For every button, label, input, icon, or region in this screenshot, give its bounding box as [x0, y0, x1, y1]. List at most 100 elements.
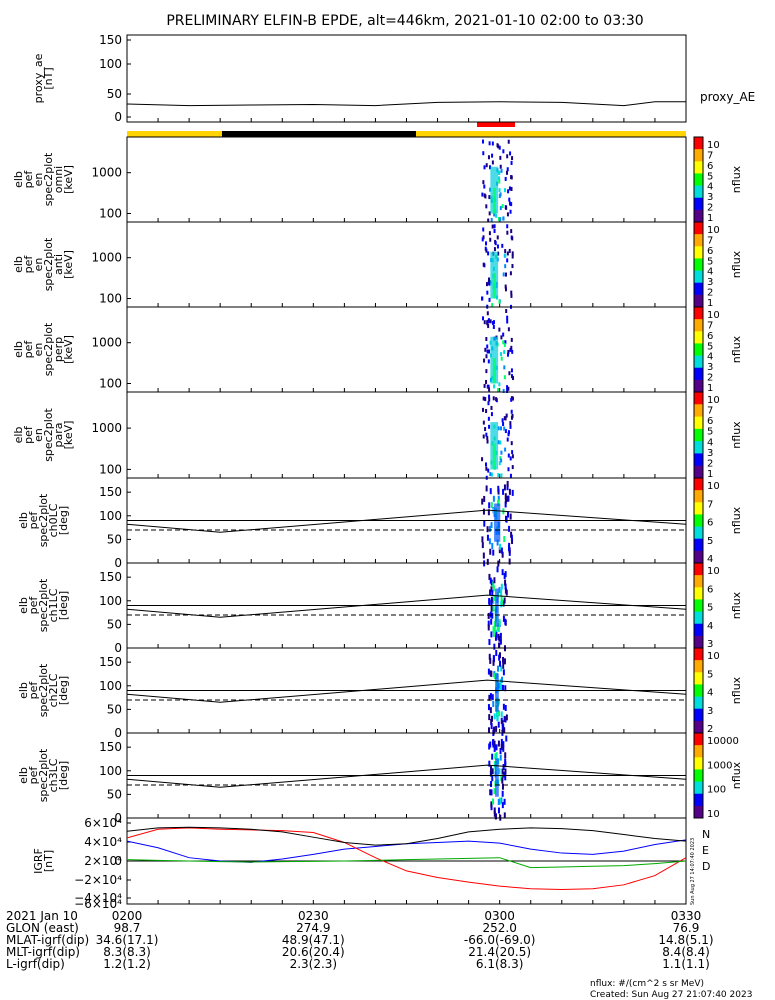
- spectrogram-cell: [482, 552, 485, 559]
- spectrogram-cell: [511, 236, 514, 241]
- colorbar-segment: [694, 234, 703, 247]
- colorbar-segment: [694, 222, 703, 235]
- spectrogram-cell: [498, 299, 501, 304]
- spectrogram-cell: [490, 781, 493, 788]
- spectrogram-cell: [494, 813, 497, 820]
- right-label: proxy_AE: [700, 90, 755, 104]
- spectrogram-cell: [490, 412, 493, 417]
- colorbar-segment: [694, 563, 703, 576]
- ylabel-line: en: [32, 258, 45, 272]
- ylabel-line: [keV]: [62, 335, 75, 364]
- ytick-label: 50: [107, 87, 122, 101]
- loss-cone-line: [126, 679, 687, 703]
- spectrogram-cell: [500, 352, 503, 357]
- spectrogram-cell: [506, 495, 509, 502]
- spectrogram-cell: [507, 467, 510, 472]
- spectrogram-cell: [493, 212, 496, 217]
- spectrogram-cell: [485, 379, 488, 384]
- colorbar-frame: [693, 732, 704, 819]
- spectrogram-cell: [508, 371, 511, 376]
- ylabel-line: spec2plot: [37, 493, 50, 547]
- igrf-legend-e: E: [702, 844, 709, 857]
- spectrogram-cell: [506, 385, 509, 390]
- ytick-label: 150: [99, 740, 122, 754]
- spectrogram-cell: [503, 343, 506, 348]
- colorbar-tick: 4: [707, 182, 713, 193]
- spectrogram-cell: [498, 635, 501, 642]
- spectrogram-core: [494, 503, 501, 542]
- colorbar-segment: [694, 246, 703, 259]
- ytick-label: 6×10⁴: [84, 816, 122, 830]
- ytick-label: 100: [99, 462, 122, 476]
- spectrogram-cell: [504, 340, 507, 345]
- colorbar-tick: 7: [707, 499, 713, 510]
- spectrogram-cell: [510, 374, 513, 379]
- spectrogram-cell: [502, 272, 505, 277]
- colorbar-tick: 7: [707, 406, 713, 417]
- igrf-series-mag: [126, 826, 687, 846]
- spectrogram-cell: [499, 660, 502, 667]
- ylabel-line: ch1LC: [47, 588, 60, 622]
- spectrogram-cell: [492, 597, 495, 604]
- spectrogram-cell: [504, 284, 507, 289]
- spectrogram-cells: [481, 224, 514, 309]
- spectrogram-cell: [491, 612, 494, 619]
- spectrogram-cell: [500, 601, 503, 608]
- colorbar-segment: [694, 294, 703, 308]
- spectrogram-cell: [503, 727, 506, 734]
- spectrogram-cell: [483, 320, 486, 325]
- footer-row-value: 34.6(17.1): [96, 933, 159, 947]
- footer-row-value: -66.0(-69.0): [464, 933, 535, 947]
- spectrogram-cell: [502, 763, 505, 770]
- ytick-label: 4×10⁴: [84, 835, 122, 849]
- colorbar-tick: 4: [707, 352, 713, 363]
- spectrogram-cell: [491, 715, 494, 722]
- spectrogram-cell: [489, 577, 492, 584]
- colorbar-segment: [694, 550, 703, 564]
- ylabel-line: [deg]: [57, 676, 70, 705]
- spectrogram-cell: [491, 694, 494, 701]
- spectrogram-cell: [492, 320, 495, 325]
- spectrogram-cell: [492, 581, 495, 588]
- footer-row-label: 2021 Jan 10: [6, 909, 78, 923]
- spectrogram-cell: [506, 480, 509, 487]
- colorbar-segment: [694, 478, 703, 491]
- ytick-label: 0: [114, 556, 122, 570]
- spectrogram-cell: [511, 489, 514, 496]
- spectrogram-cell: [481, 237, 484, 242]
- colorbar-tick: 10: [707, 481, 720, 492]
- spectrogram-cell: [504, 716, 507, 723]
- spectrogram-cell: [489, 670, 492, 677]
- spectrogram-cell: [500, 426, 503, 431]
- spectrogram-cell: [500, 774, 503, 781]
- state-bar-black: [222, 131, 416, 137]
- spectrogram-cell: [505, 714, 508, 721]
- colorbar-segment: [694, 769, 703, 783]
- colorbar-segment: [694, 379, 703, 393]
- spectrogram-cell: [506, 258, 509, 263]
- spectrogram-cell: [511, 251, 514, 256]
- colorbar-segment: [694, 428, 703, 442]
- spectrogram-cell: [487, 251, 490, 256]
- spectrogram-cell: [489, 548, 492, 555]
- spectrogram-cell: [495, 754, 498, 761]
- spectrogram-cell: [491, 303, 494, 308]
- colorbar-segment: [694, 331, 703, 344]
- colorbar-segment: [694, 392, 703, 405]
- spectrogram-cell: [487, 416, 490, 421]
- spectrogram-cell: [502, 745, 505, 752]
- spectrogram-cell: [482, 151, 485, 156]
- spectrogram-cell: [490, 718, 493, 725]
- spectrogram-cell: [486, 534, 489, 541]
- spectrogram-cell: [504, 685, 507, 692]
- spectrogram-cell: [497, 217, 500, 222]
- ytick-label: 0: [114, 726, 122, 740]
- spectrogram-cell: [508, 201, 511, 206]
- spectrogram-cell: [488, 598, 491, 605]
- spectrogram-cell: [501, 243, 504, 248]
- spectrogram-cell: [509, 209, 512, 214]
- footer-row-label: GLON (east): [6, 921, 79, 935]
- spectrogram-cell: [503, 535, 506, 542]
- spectrogram-cell: [481, 542, 484, 549]
- spectrogram-cell: [490, 586, 493, 593]
